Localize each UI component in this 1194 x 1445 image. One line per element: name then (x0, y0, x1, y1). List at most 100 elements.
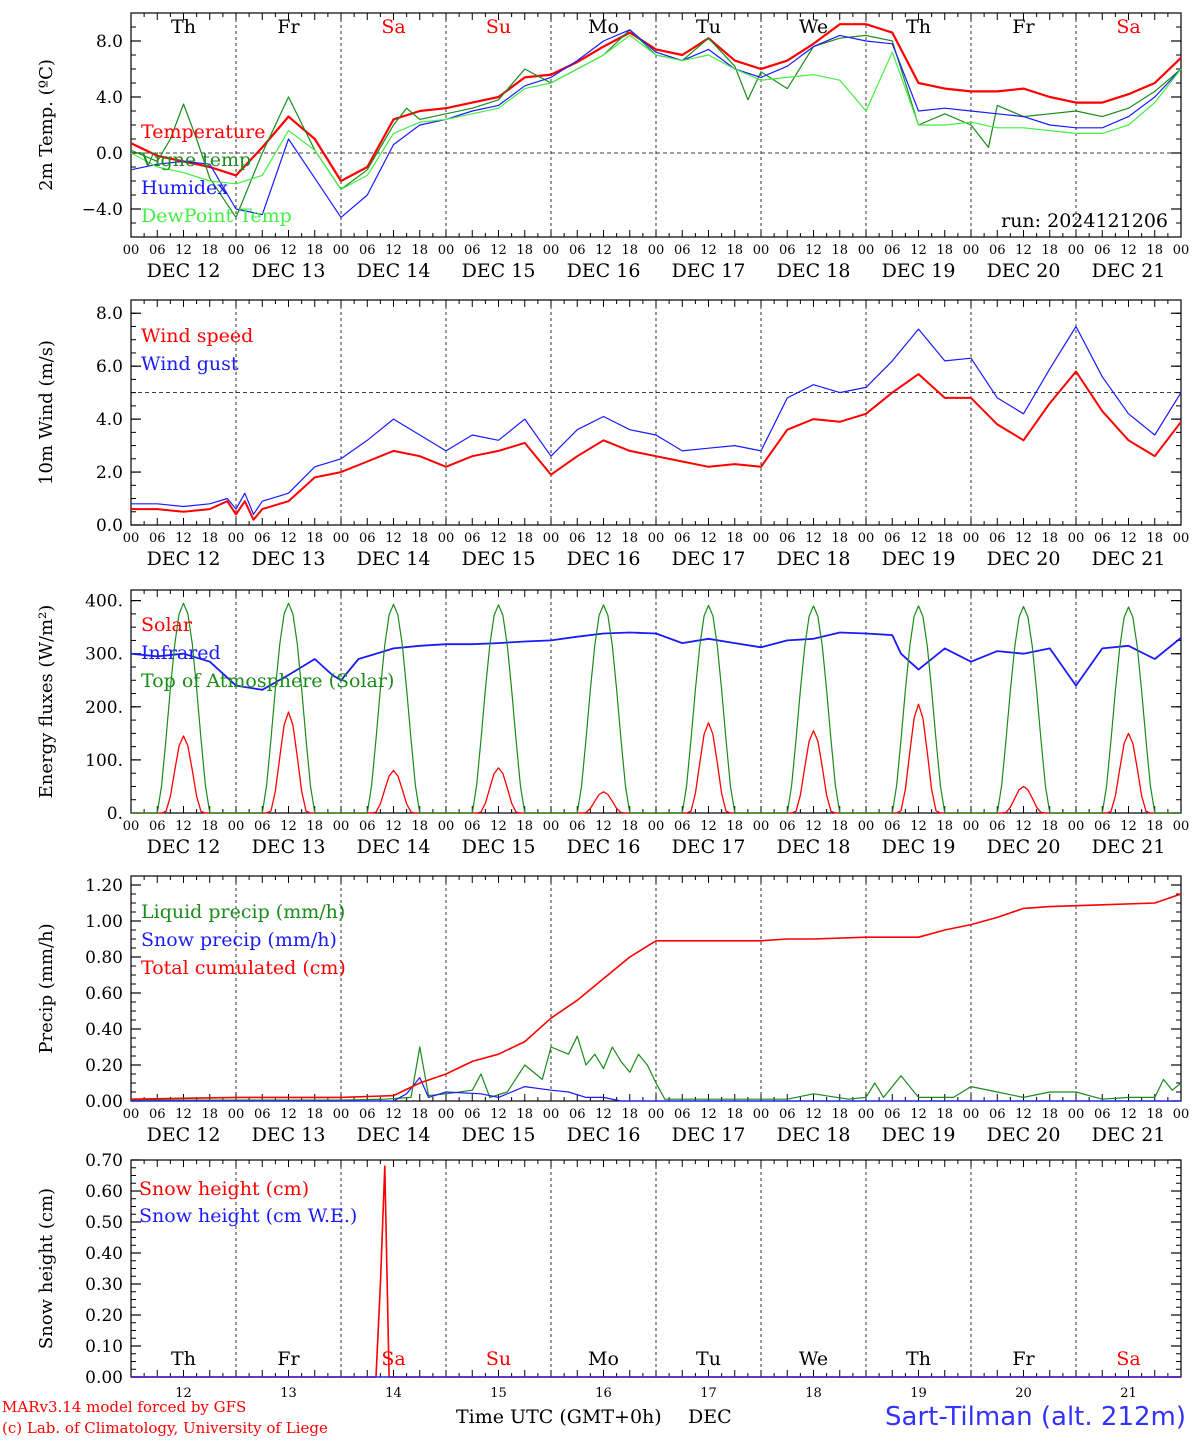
hour-tick-label: 00 (438, 819, 455, 834)
hour-tick-label: 00 (963, 819, 980, 834)
hour-tick-label: 00 (1068, 1107, 1085, 1122)
hour-tick-label: 12 (1015, 819, 1032, 834)
hour-tick-label: 12 (490, 243, 507, 258)
hour-tick-label: 18 (411, 531, 428, 546)
hour-tick-label: 12 (490, 1107, 507, 1122)
hour-tick-label: 00 (858, 819, 875, 834)
date-label: DEC 19 (882, 1124, 956, 1146)
y-axis-label: 2m Temp. (ºC) (36, 59, 57, 191)
hour-tick-label: 12 (595, 243, 612, 258)
hour-tick-label: 12 (1015, 531, 1032, 546)
weekday-label: Mo (588, 1348, 619, 1370)
time-axis-label: Time UTC (GMT+0h) (456, 1406, 662, 1428)
y-tick-label: 0.70 (85, 1151, 123, 1171)
hour-tick-label: 18 (1146, 531, 1163, 546)
hour-tick-label: 06 (464, 819, 481, 834)
hour-tick-label: 06 (1094, 1107, 1111, 1122)
hour-tick-label: 06 (254, 531, 271, 546)
hour-tick-label: 06 (674, 243, 691, 258)
y-tick-label: 2.0 (96, 463, 123, 483)
date-label: DEC 14 (357, 1124, 431, 1146)
hour-tick-label: 00 (648, 819, 665, 834)
hour-tick-label: 00 (123, 531, 140, 546)
hour-tick-label: 00 (1068, 819, 1085, 834)
day-number-label: 14 (385, 1386, 402, 1401)
hour-tick-label: 12 (910, 819, 927, 834)
y-tick-label: 0.20 (85, 1306, 123, 1326)
series-line-humidex (130, 29, 1182, 218)
date-label: DEC 15 (462, 1124, 536, 1146)
day-number-label: 18 (805, 1386, 822, 1401)
hour-tick-label: 18 (726, 243, 743, 258)
weekday-label: Fr (277, 16, 300, 38)
hour-tick-label: 12 (805, 819, 822, 834)
date-label: DEC 13 (252, 836, 326, 858)
y-axis-label: 10m Wind (m/s) (36, 340, 57, 485)
legend-entry: Total cumulated (cm) (141, 957, 346, 979)
hour-tick-label: 06 (359, 531, 376, 546)
hour-tick-label: 18 (306, 243, 323, 258)
hour-tick-label: 06 (149, 243, 166, 258)
hour-tick-label: 18 (516, 1107, 533, 1122)
hour-tick-label: 00 (1068, 531, 1085, 546)
hour-tick-label: 12 (175, 531, 192, 546)
legend-entry: Solar (141, 614, 193, 636)
hour-tick-label: 00 (228, 1107, 245, 1122)
date-label: DEC 18 (777, 260, 851, 282)
hour-tick-label: 18 (726, 531, 743, 546)
hour-tick-label: 18 (516, 243, 533, 258)
hour-tick-label: 00 (333, 1107, 350, 1122)
date-label: DEC 12 (147, 1124, 221, 1146)
hour-tick-label: 00 (123, 243, 140, 258)
hour-tick-label: 06 (569, 531, 586, 546)
hour-tick-label: 00 (1173, 1107, 1190, 1122)
date-label: DEC 16 (567, 1124, 641, 1146)
date-label: DEC 15 (462, 260, 536, 282)
panel-frame-0 (130, 12, 1182, 238)
hour-tick-label: 00 (438, 243, 455, 258)
date-label: DEC 16 (567, 836, 641, 858)
date-label: DEC 14 (357, 548, 431, 570)
hour-tick-label: 00 (543, 243, 560, 258)
hour-tick-label: 06 (989, 243, 1006, 258)
date-label: DEC 12 (147, 548, 221, 570)
weekday-label: Sa (381, 16, 405, 38)
y-tick-label: 8.0 (96, 32, 123, 52)
hour-tick-label: 12 (1120, 819, 1137, 834)
date-label: DEC 20 (987, 548, 1061, 570)
weekday-label: Th (171, 1348, 196, 1370)
hour-tick-label: 00 (333, 819, 350, 834)
day-number-label: 17 (700, 1386, 717, 1401)
station-name: Sart-Tilman (alt. 212m) (885, 1402, 1186, 1432)
date-label: DEC 17 (672, 548, 746, 570)
weekday-label: Sa (381, 1348, 405, 1370)
hour-tick-label: 06 (779, 531, 796, 546)
weekday-label: Su (486, 1348, 511, 1370)
series-line-wind-gust (131, 325, 1182, 516)
day-number-label: 19 (910, 1386, 927, 1401)
hour-tick-label: 12 (595, 819, 612, 834)
hour-tick-label: 12 (385, 531, 402, 546)
hour-tick-label: 12 (910, 531, 927, 546)
hour-tick-label: 06 (884, 819, 901, 834)
hour-tick-label: 12 (1015, 243, 1032, 258)
y-tick-label: 0.0 (96, 144, 123, 164)
y-tick-label: −4.0 (82, 200, 123, 220)
hour-tick-label: 18 (1146, 243, 1163, 258)
hour-tick-label: 12 (910, 243, 927, 258)
hour-tick-label: 00 (753, 1107, 770, 1122)
hour-tick-label: 06 (1094, 819, 1111, 834)
hour-tick-label: 12 (1015, 1107, 1032, 1122)
y-tick-label: 300. (85, 645, 123, 665)
hour-tick-label: 06 (779, 243, 796, 258)
date-label: DEC 13 (252, 548, 326, 570)
weekday-label: Th (171, 16, 196, 38)
date-label: DEC 20 (987, 1124, 1061, 1146)
hour-tick-label: 06 (779, 1107, 796, 1122)
hour-tick-label: 06 (254, 819, 271, 834)
hour-tick-label: 12 (1120, 1107, 1137, 1122)
date-label: DEC 18 (777, 548, 851, 570)
date-label: DEC 12 (147, 260, 221, 282)
hour-tick-label: 12 (490, 819, 507, 834)
y-tick-label: 6.0 (96, 357, 123, 377)
